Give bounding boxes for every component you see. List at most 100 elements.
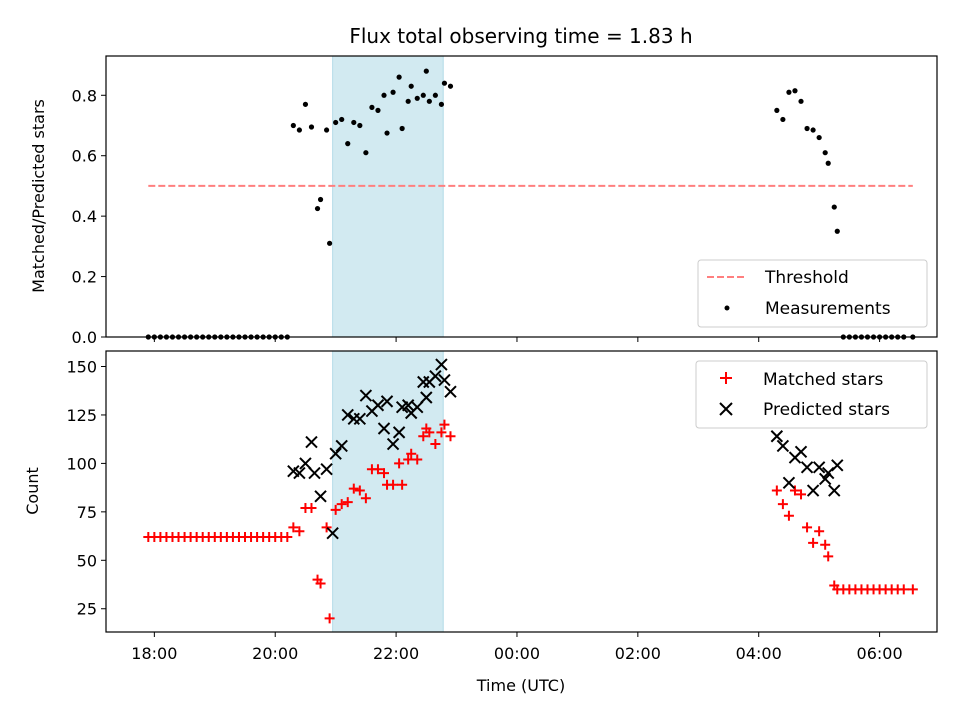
- y-tick-label: 0.6: [72, 147, 97, 166]
- matched-star-point: [306, 502, 317, 513]
- matched-star-point: [796, 489, 807, 500]
- measurement-point: [317, 196, 324, 203]
- measurement-point: [432, 92, 438, 98]
- predicted-star-point: [435, 358, 448, 371]
- matched-star-point: [445, 431, 456, 442]
- matched-star-point: [388, 479, 399, 490]
- count-legend-box: [695, 360, 928, 429]
- predicted-star-point: [429, 369, 442, 383]
- predicted-star-point: [320, 463, 333, 476]
- measurement-point: [390, 89, 396, 95]
- matched-star-point: [789, 485, 800, 496]
- y-tick-label: 25: [77, 600, 97, 619]
- x-axis-label: Time (UTC): [476, 676, 565, 695]
- count-axes-frame: [105, 350, 938, 633]
- matched-star-point: [802, 522, 813, 533]
- predicted-star-point: [377, 422, 391, 435]
- matched-star-point: [823, 551, 834, 562]
- measurement-point: [339, 116, 345, 123]
- matched-star-point: [294, 526, 305, 537]
- measurement-point: [804, 125, 810, 132]
- x-tick-label: 18:00: [131, 644, 177, 663]
- measurement-point: [302, 101, 309, 107]
- measurement-point: [447, 83, 454, 89]
- x-tick-label: 00:00: [494, 644, 540, 663]
- measurement-point: [375, 107, 381, 113]
- predicted-star-point: [438, 373, 451, 387]
- predicted-star-point: [444, 385, 457, 398]
- measurement-point: [408, 83, 414, 89]
- matched-star-point: [397, 479, 408, 490]
- matched-star-point: [783, 510, 794, 521]
- count-legend: Matched stars Predicted stars: [695, 360, 928, 429]
- matched-star-point: [372, 464, 383, 475]
- measurement-point: [381, 92, 387, 98]
- measurement-point: [834, 228, 840, 234]
- predicted-star-point: [308, 466, 321, 480]
- matched-legend-label: Matched stars: [763, 370, 883, 390]
- ratio-axes-frame: [105, 55, 938, 338]
- measurements-legend-label: Measurements: [765, 299, 891, 319]
- measurement-point: [441, 80, 448, 86]
- predicted-star-point: [371, 399, 385, 412]
- count-marks: [143, 358, 918, 624]
- measurement-point: [396, 74, 402, 80]
- matched-star-point: [336, 499, 347, 510]
- matched-star-point: [814, 526, 825, 537]
- measurement-point: [308, 124, 315, 130]
- matched-star-point: [907, 584, 918, 595]
- y-tick-label: 75: [77, 503, 97, 522]
- predicted-star-point: [326, 526, 339, 540]
- count-x-ticks: 18:00 20:00 22:00 00:00 02:00 04:00 06:00: [131, 632, 903, 663]
- measurement-point: [786, 89, 792, 95]
- measurement-point: [363, 150, 369, 156]
- measurement-point: [314, 205, 321, 212]
- measurement-point: [351, 119, 357, 126]
- threshold-legend-label: Threshold: [764, 268, 849, 288]
- predicted-star-point: [305, 435, 318, 449]
- predicted-star-point: [335, 439, 348, 453]
- measurement-point: [327, 240, 333, 246]
- matched-star-point: [898, 584, 909, 595]
- matched-star-point: [330, 504, 341, 515]
- matched-star-point: [321, 522, 332, 533]
- count-y-axis-label: Count: [23, 467, 42, 515]
- matched-star-point: [324, 613, 335, 624]
- predicted-star-point: [293, 466, 306, 480]
- ratio-legend-box: [697, 259, 928, 328]
- measurement-point: [822, 150, 828, 156]
- measurement-point: [798, 98, 804, 104]
- predicted-star-point: [800, 461, 814, 474]
- x-tick-label: 02:00: [615, 644, 661, 663]
- matched-star-point: [394, 458, 405, 469]
- predicted-star-point: [794, 445, 808, 458]
- predicted-star-point: [353, 412, 367, 426]
- matched-star-point: [430, 439, 441, 450]
- observing-window-span: [332, 350, 444, 633]
- matched-star-point: [282, 532, 293, 543]
- count-y-ticks: 25 50 75 100 125 150: [66, 358, 106, 619]
- x-tick-label: 06:00: [857, 644, 903, 663]
- predicted-star-point: [806, 484, 820, 497]
- ratio-legend: Threshold Measurements: [697, 259, 928, 328]
- predicted-legend-swatch: [719, 402, 733, 416]
- measurement-point: [423, 68, 429, 74]
- predicted-star-point: [831, 459, 844, 472]
- predicted-star-point: [812, 461, 826, 474]
- matched-star-point: [348, 483, 359, 494]
- predicted-legend-label: Predicted stars: [763, 400, 890, 420]
- measurement-point: [774, 107, 780, 113]
- y-tick-label: 50: [77, 551, 97, 570]
- predicted-star-point: [392, 426, 406, 439]
- predicted-star-point: [341, 408, 354, 422]
- measurement-point: [420, 92, 426, 98]
- measurement-point: [369, 104, 375, 110]
- y-tick-label: 100: [66, 454, 97, 473]
- matched-star-point: [379, 468, 390, 479]
- matched-star-point: [354, 485, 365, 496]
- measurement-point: [323, 127, 330, 133]
- measurement-point: [333, 119, 339, 126]
- y-tick-label: 0.2: [72, 268, 97, 287]
- ratio-y-axis-label: Matched/Predicted stars: [29, 99, 48, 293]
- predicted-star-point: [329, 447, 342, 460]
